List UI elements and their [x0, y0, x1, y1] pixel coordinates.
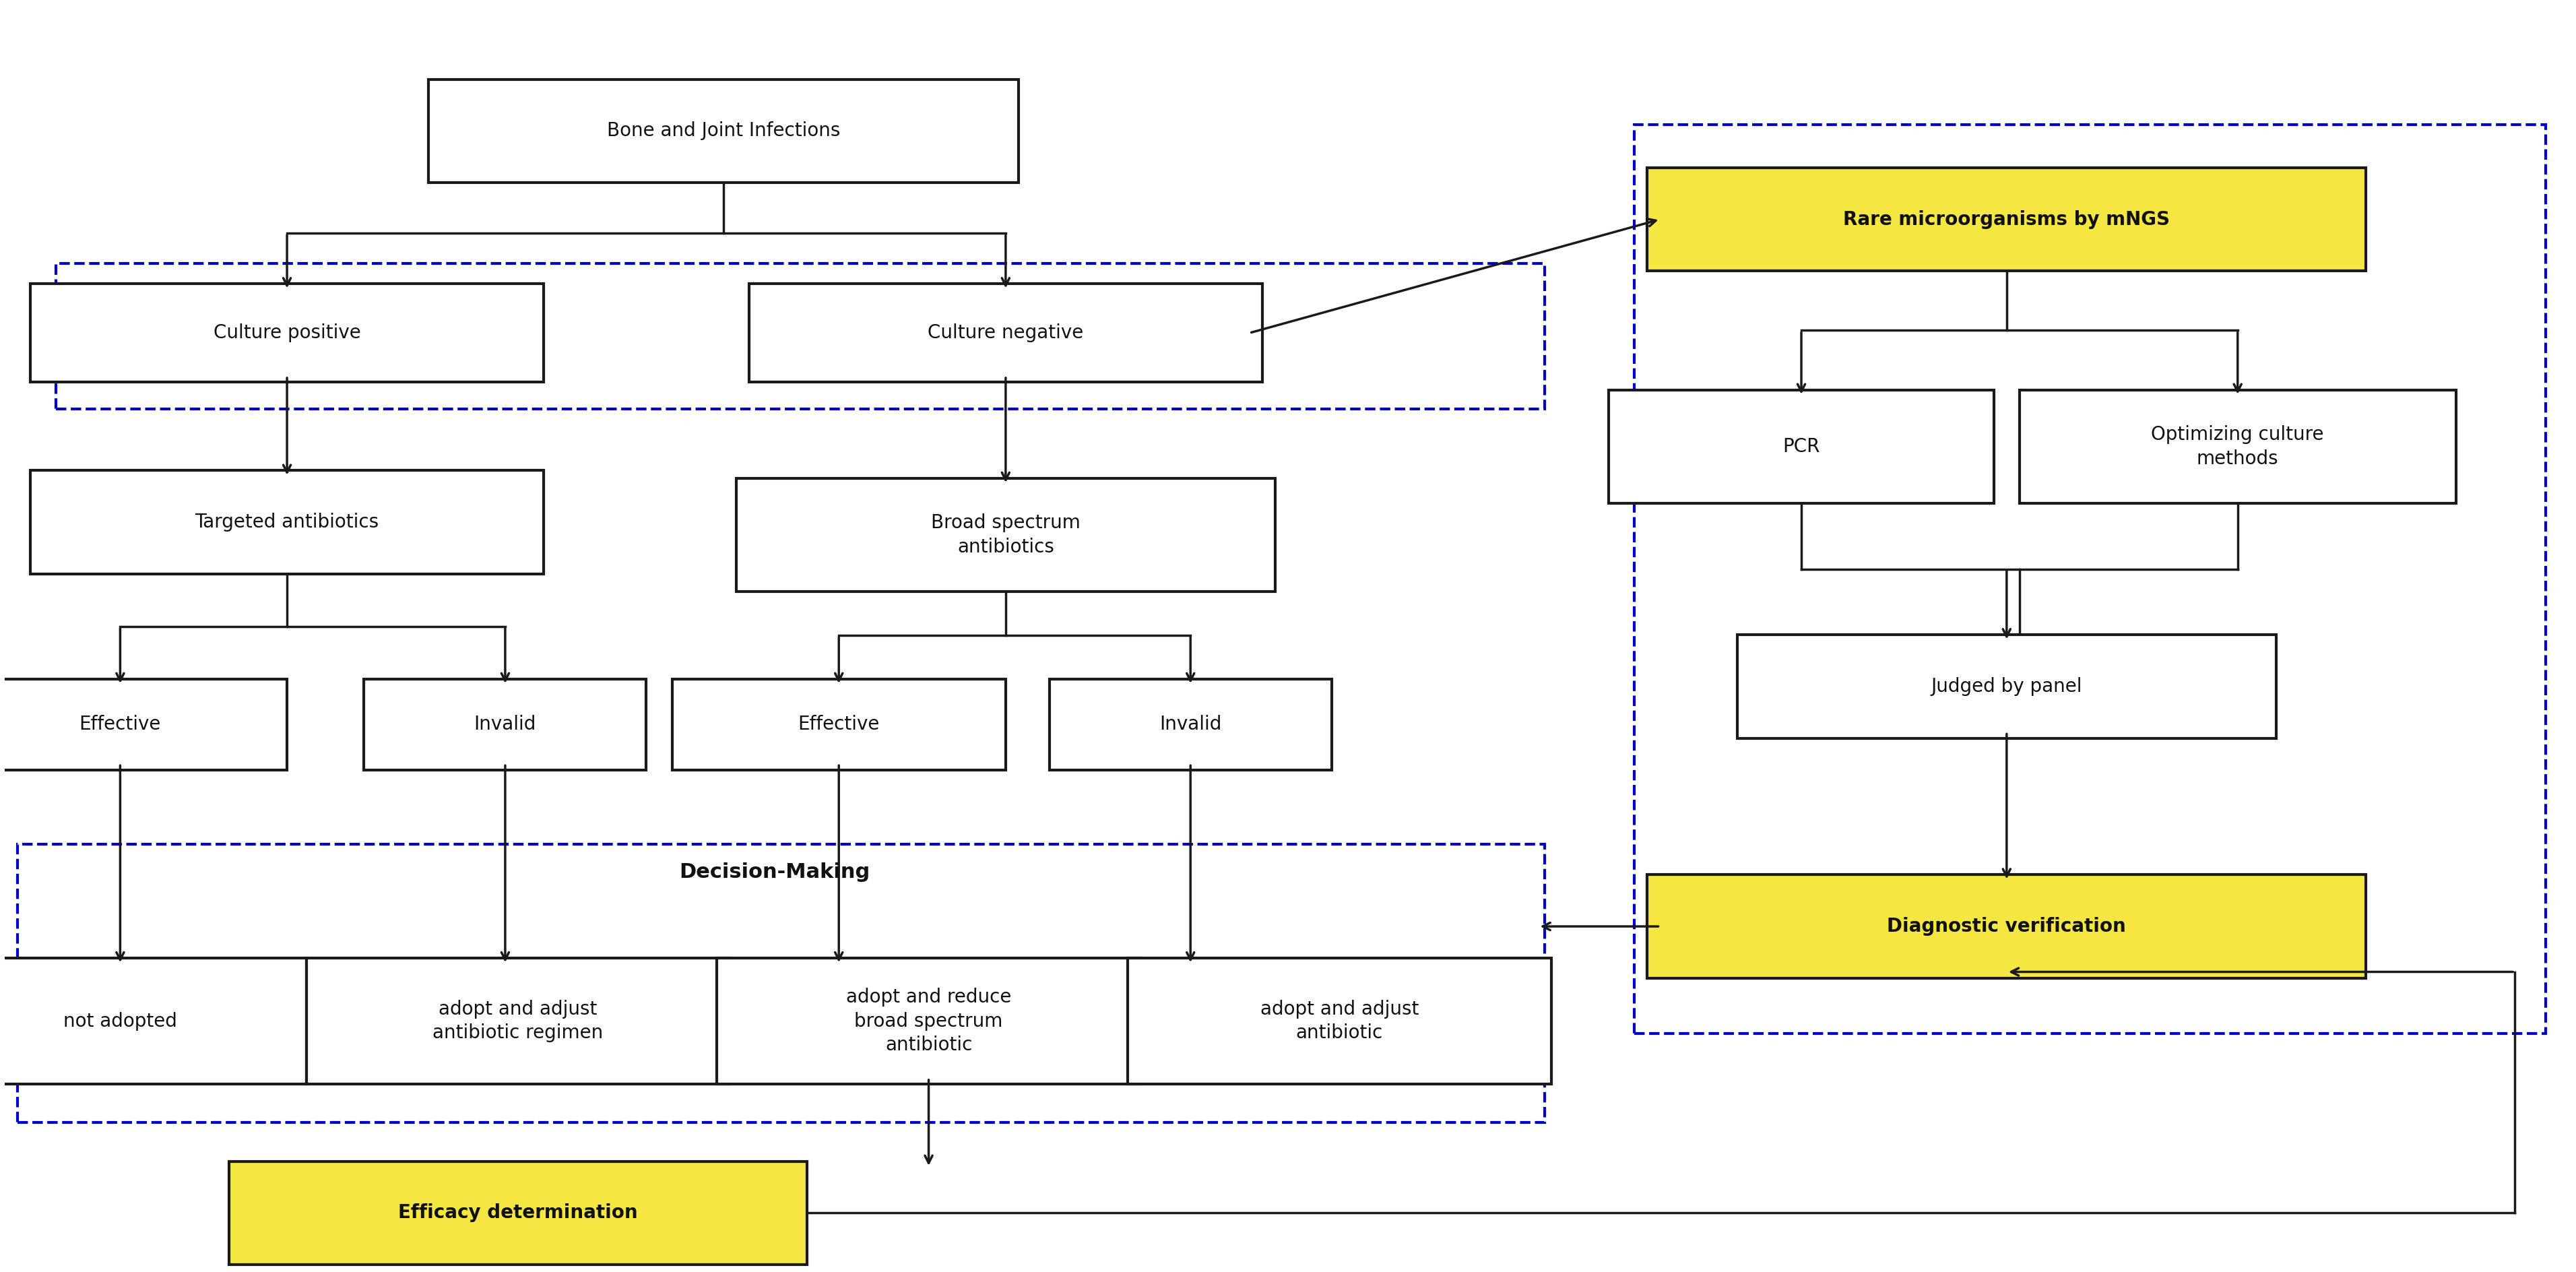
FancyBboxPatch shape	[2020, 389, 2455, 504]
FancyBboxPatch shape	[363, 679, 647, 770]
Text: Decision-Making: Decision-Making	[680, 862, 871, 881]
Text: Targeted antibiotics: Targeted antibiotics	[196, 513, 379, 532]
Text: Culture negative: Culture negative	[927, 323, 1084, 342]
Text: not adopted: not adopted	[64, 1011, 178, 1030]
FancyBboxPatch shape	[307, 958, 729, 1084]
FancyBboxPatch shape	[672, 679, 1005, 770]
Text: PCR: PCR	[1783, 438, 1821, 457]
Text: adopt and adjust
antibiotic: adopt and adjust antibiotic	[1260, 1000, 1419, 1043]
FancyBboxPatch shape	[0, 679, 286, 770]
FancyBboxPatch shape	[737, 478, 1275, 591]
FancyBboxPatch shape	[428, 79, 1018, 183]
Text: Rare microorganisms by mNGS: Rare microorganisms by mNGS	[1844, 210, 2169, 229]
FancyBboxPatch shape	[1646, 168, 2365, 271]
Text: Effective: Effective	[799, 715, 881, 734]
Text: Culture positive: Culture positive	[214, 323, 361, 342]
FancyBboxPatch shape	[1128, 958, 1551, 1084]
FancyBboxPatch shape	[31, 471, 544, 574]
Text: Efficacy determination: Efficacy determination	[399, 1203, 639, 1222]
Text: adopt and adjust
antibiotic regimen: adopt and adjust antibiotic regimen	[433, 1000, 603, 1043]
Bar	[57, 263, 1546, 408]
Text: Bone and Joint Infections: Bone and Joint Infections	[608, 122, 840, 140]
Text: adopt and reduce
broad spectrum
antibiotic: adopt and reduce broad spectrum antibiot…	[845, 987, 1012, 1054]
Text: Invalid: Invalid	[1159, 715, 1221, 734]
Text: Diagnostic verification: Diagnostic verification	[1888, 917, 2125, 936]
Bar	[1636, 125, 2545, 1034]
FancyBboxPatch shape	[1048, 679, 1332, 770]
FancyBboxPatch shape	[1610, 389, 1994, 504]
FancyBboxPatch shape	[1646, 875, 2365, 978]
Bar	[18, 845, 1546, 1122]
FancyBboxPatch shape	[1736, 635, 2277, 738]
FancyBboxPatch shape	[716, 958, 1141, 1084]
Text: Broad spectrum
antibiotics: Broad spectrum antibiotics	[930, 514, 1079, 556]
FancyBboxPatch shape	[229, 1161, 806, 1264]
Text: Invalid: Invalid	[474, 715, 536, 734]
Text: Judged by panel: Judged by panel	[1932, 677, 2081, 696]
Text: Effective: Effective	[80, 715, 162, 734]
FancyBboxPatch shape	[0, 958, 307, 1084]
FancyBboxPatch shape	[750, 284, 1262, 382]
FancyBboxPatch shape	[31, 284, 544, 382]
Text: Optimizing culture
methods: Optimizing culture methods	[2151, 425, 2324, 468]
